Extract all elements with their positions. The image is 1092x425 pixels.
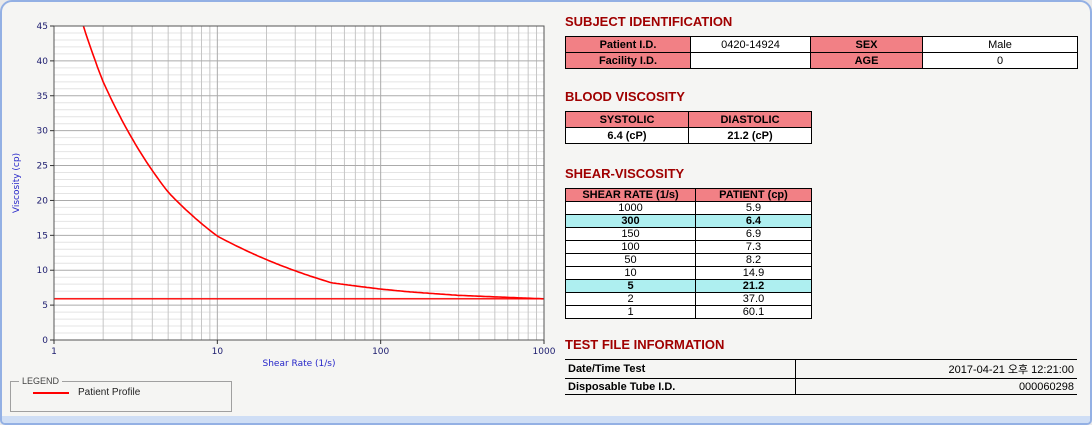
test-file-information-title: TEST FILE INFORMATION	[565, 337, 725, 352]
report-panel: SUBJECT IDENTIFICATION Patient I.D. 0420…	[565, 14, 1079, 395]
table-row: SYSTOLIC DIASTOLIC	[565, 111, 812, 128]
shear-rate-cell: 100	[565, 240, 696, 254]
patient-cp-header: PATIENT (cp)	[695, 188, 812, 202]
svg-text:0: 0	[42, 336, 48, 346]
chart-legend: LEGEND Patient Profile	[10, 376, 232, 412]
patient-cp-cell: 6.9	[695, 227, 812, 241]
table-row: Disposable Tube I.D. 000060298	[565, 378, 1077, 395]
disposable-tube-id-label: Disposable Tube I.D.	[565, 378, 795, 395]
facility-id-value	[690, 52, 811, 69]
systolic-header: SYSTOLIC	[565, 111, 689, 128]
svg-text:1: 1	[51, 347, 57, 357]
svg-text:Viscosity (cp): Viscosity (cp)	[12, 153, 22, 213]
shear-rate-cell: 300	[565, 214, 696, 228]
table-row: 300 6.4	[565, 214, 812, 228]
legend-entry-label: Patient Profile	[78, 387, 141, 398]
svg-text:10: 10	[37, 266, 49, 276]
table-row: Patient I.D. 0420-14924 SEX Male	[565, 36, 1078, 53]
age-value: 0	[922, 52, 1078, 69]
svg-text:Shear Rate (1/s): Shear Rate (1/s)	[263, 359, 336, 369]
svg-text:20: 20	[37, 196, 49, 206]
table-row: Date/Time Test 2017-04-21 오후 12:21:00	[565, 359, 1077, 379]
diastolic-value: 21.2 (cP)	[688, 127, 812, 144]
shear-viscosity-title: SHEAR-VISCOSITY	[565, 166, 685, 181]
shear-rate-cell: 10	[565, 266, 696, 280]
subject-identification-table: Patient I.D. 0420-14924 SEX Male Facilit…	[565, 36, 1078, 69]
patient-id-label: Patient I.D.	[565, 36, 691, 53]
shear-rate-cell: 50	[565, 253, 696, 267]
table-row: 100 7.3	[565, 240, 812, 254]
test-file-information-table: Date/Time Test 2017-04-21 오후 12:21:00 Di…	[565, 359, 1077, 395]
legend-entry: Patient Profile	[33, 387, 225, 398]
facility-id-label: Facility I.D.	[565, 52, 691, 69]
svg-text:5: 5	[42, 301, 48, 311]
patient-cp-cell: 7.3	[695, 240, 812, 254]
patient-cp-cell: 14.9	[695, 266, 812, 280]
date-time-test-value: 2017-04-21 오후 12:21:00	[794, 359, 1077, 379]
svg-text:1000: 1000	[533, 347, 556, 357]
window-bottom-edge	[2, 416, 1090, 423]
patient-cp-cell: 60.1	[695, 305, 812, 319]
svg-text:45: 45	[37, 22, 48, 32]
table-row: 2 37.0	[565, 292, 812, 306]
blood-viscosity-title: BLOOD VISCOSITY	[565, 89, 685, 104]
table-row: 50 8.2	[565, 253, 812, 267]
patient-cp-cell: 21.2	[695, 279, 812, 293]
table-row: 150 6.9	[565, 227, 812, 241]
shear-rate-cell: 2	[565, 292, 696, 306]
diastolic-header: DIASTOLIC	[688, 111, 812, 128]
blood-viscosity-table: SYSTOLIC DIASTOLIC 6.4 (cP) 21.2 (cP)	[565, 111, 812, 144]
patient-cp-cell: 5.9	[695, 201, 812, 215]
chart-panel: 0 5 10 15 20 25 30 35 40 45 1 10 100 1000 Shear Rate (…	[10, 10, 558, 372]
svg-text:30: 30	[37, 127, 49, 137]
table-row: 1000 5.9	[565, 201, 812, 215]
shear-rate-cell: 150	[565, 227, 696, 241]
age-label: AGE	[810, 52, 923, 69]
patient-cp-cell: 37.0	[695, 292, 812, 306]
patient-id-value: 0420-14924	[690, 36, 811, 53]
sex-value: Male	[922, 36, 1078, 53]
shear-viscosity-table: SHEAR RATE (1/s) PATIENT (cp) 1000 5.9 3…	[565, 188, 812, 319]
patient-cp-cell: 6.4	[695, 214, 812, 228]
svg-text:35: 35	[37, 92, 48, 102]
svg-text:25: 25	[37, 162, 48, 172]
systolic-value: 6.4 (cP)	[565, 127, 689, 144]
table-row: 5 21.2	[565, 279, 812, 293]
subject-identification-title: SUBJECT IDENTIFICATION	[565, 14, 733, 29]
table-row: 10 14.9	[565, 266, 812, 280]
sex-label: SEX	[810, 36, 923, 53]
shear-rate-cell: 1	[565, 305, 696, 319]
svg-text:10: 10	[212, 347, 224, 357]
patient-profile-line-swatch	[33, 391, 69, 394]
shear-rate-header: SHEAR RATE (1/s)	[565, 188, 696, 202]
svg-text:40: 40	[37, 57, 49, 67]
svg-text:15: 15	[37, 231, 48, 241]
table-row: Facility I.D. AGE 0	[565, 52, 1078, 69]
legend-title: LEGEND	[22, 376, 60, 386]
shear-rate-cell: 1000	[565, 201, 696, 215]
table-header-row: SHEAR RATE (1/s) PATIENT (cp)	[565, 188, 812, 202]
shear-rate-cell: 5	[565, 279, 696, 293]
date-time-test-label: Date/Time Test	[565, 359, 795, 379]
table-row: 6.4 (cP) 21.2 (cP)	[565, 127, 812, 144]
shear-viscosity-chart: 0 5 10 15 20 25 30 35 40 45 1 10 100 1000 Shear Rate (…	[12, 22, 556, 369]
svg-text:100: 100	[372, 347, 389, 357]
patient-cp-cell: 8.2	[695, 253, 812, 267]
table-row: 1 60.1	[565, 305, 812, 319]
disposable-tube-id-value: 000060298	[794, 378, 1077, 395]
